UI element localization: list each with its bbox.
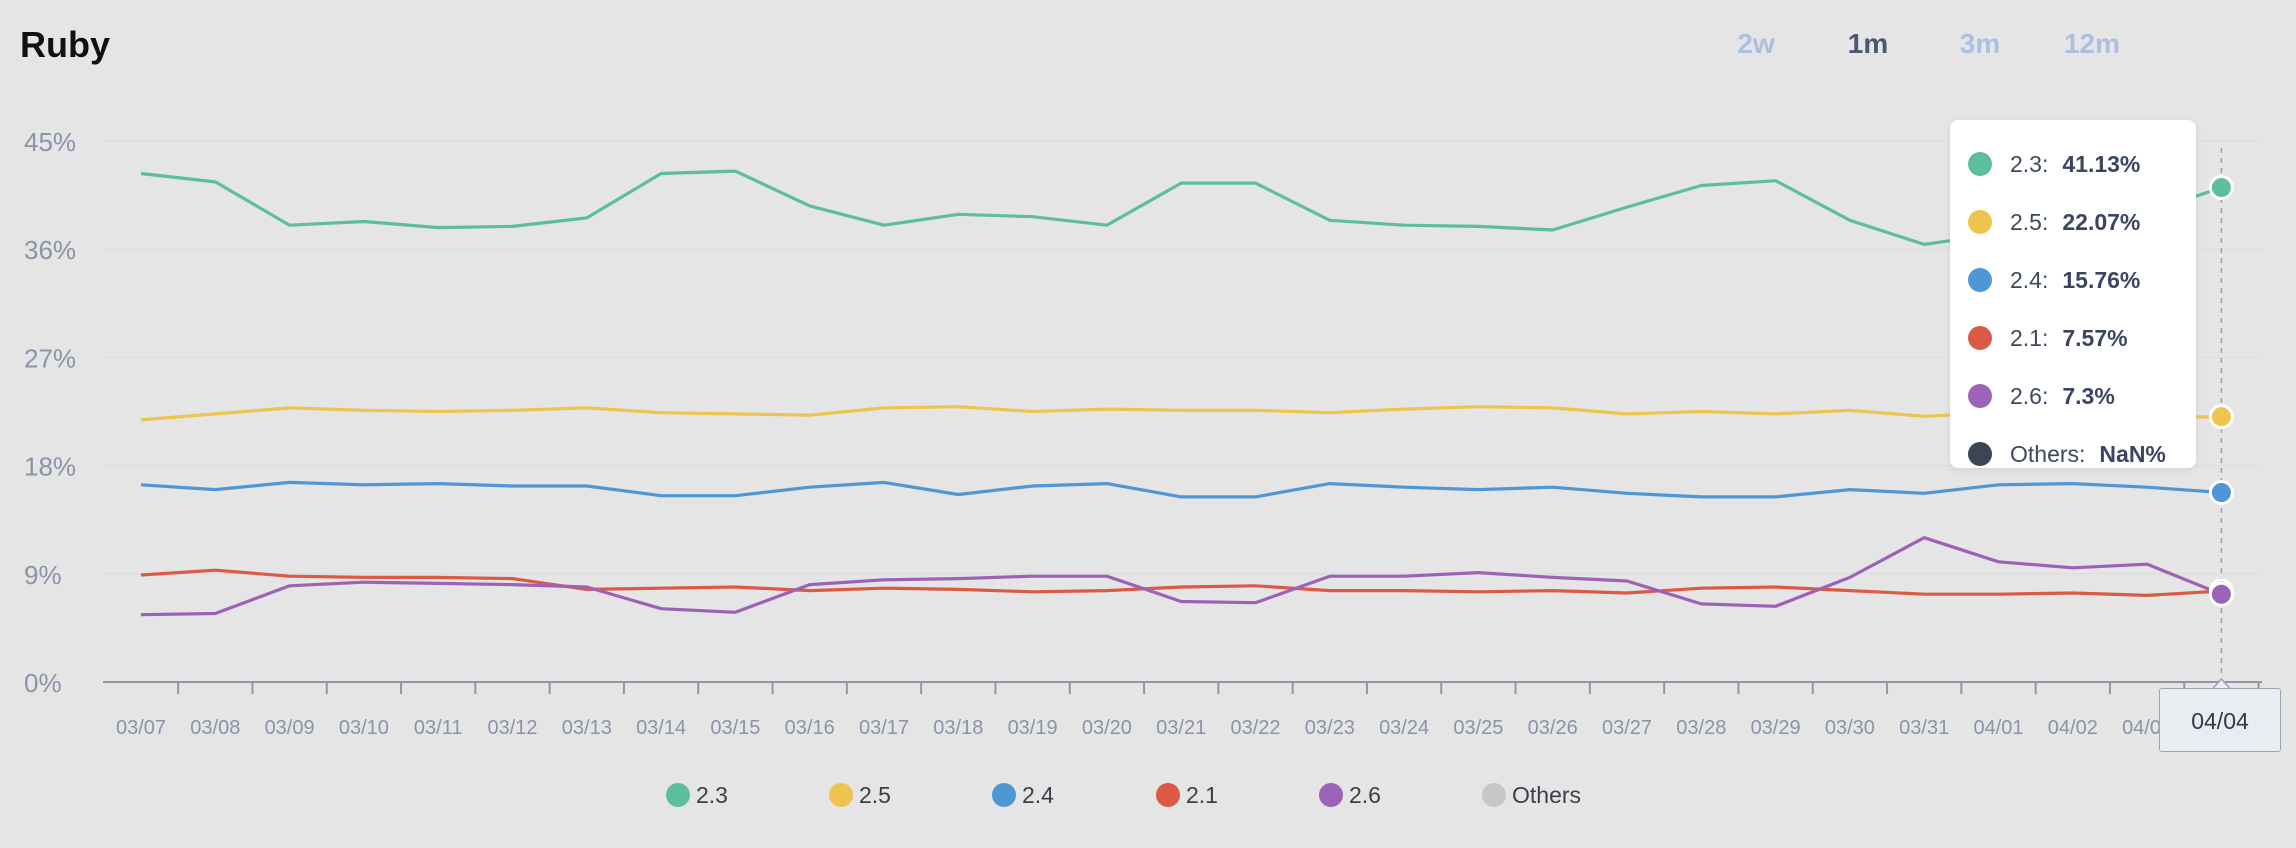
legend-dot-icon [666,783,690,807]
x-tick-label: 03/21 [1156,717,1206,739]
legend-label: 2.6 [1349,781,1381,808]
tooltip-label: 2.6: [2010,382,2049,409]
hover-tooltip: 2.3: 41.13% 2.5: 22.07% 2.4: 15.76% 2.1:… [1950,120,2196,468]
legend-item-others[interactable]: Others [1482,780,1581,810]
hover-point-2.5 [2208,404,2234,430]
legend-label: Others [1512,781,1582,808]
tooltip-value: 7.57% [2062,324,2128,351]
legend-item-2.5[interactable]: 2.5 [829,780,891,810]
x-tick-label: 03/15 [710,717,760,739]
legend-label: 2.4 [1022,781,1054,808]
x-tick-label: 03/08 [190,717,240,739]
legend-label: 2.5 [859,781,891,808]
series-line-2.1 [140,568,2222,598]
x-tick-label: 03/16 [785,717,835,739]
tooltip-label: 2.4: [2010,266,2049,293]
range-tab-2w[interactable]: 2w [1737,28,1775,59]
tooltip-label: 2.5: [2010,208,2049,235]
series-dot-icon [1968,268,1992,292]
tooltip-label: Others: [2010,440,2086,467]
tooltip-value: NaN% [2099,440,2166,467]
tooltip-label: 2.3: [2010,150,2049,177]
x-tick-label: 03/31 [1899,717,1949,739]
x-tick-label: 03/09 [265,717,315,739]
tooltip-row: 2.1: 7.57% [1968,318,2128,358]
x-tick-label: 03/24 [1379,717,1429,739]
tooltip-row: Others: NaN% [1968,434,2166,474]
tooltip-row: 2.6: 7.3% [1968,376,2115,416]
y-tick-label: 18% [24,452,76,482]
legend-item-2.3[interactable]: 2.3 [666,780,728,810]
tooltip-value: 7.3% [2062,382,2115,409]
series-dot-icon [1968,152,1992,176]
x-tick-label: 03/29 [1751,717,1801,739]
page-title: Ruby [20,24,110,65]
tooltip-label: 2.1: [2010,324,2049,351]
y-tick-label: 0% [24,668,62,698]
x-tick-label: 03/12 [487,717,537,739]
tooltip-row: 2.3: 41.13% [1968,144,2140,184]
legend-dot-icon [1482,783,1506,807]
x-tick-label: 03/17 [859,717,909,739]
x-tick-label: 03/23 [1305,717,1355,739]
series-dot-icon [1968,210,1992,234]
range-tab-12m[interactable]: 12m [2063,28,2121,59]
x-tick-label: 03/14 [636,717,686,739]
legend-item-2.6[interactable]: 2.6 [1319,780,1381,810]
series-dot-icon [1968,326,1992,350]
x-tick-label: 03/07 [116,717,166,739]
series-line-2.4 [140,480,2222,499]
x-tick-label: 03/13 [562,717,612,739]
x-tick-label: 03/25 [1453,717,1503,739]
series-line-2.3 [140,169,2222,246]
x-tick-label: 03/10 [339,717,389,739]
tooltip-row: 2.5: 22.07% [1968,202,2140,242]
hover-point-2.3 [2208,175,2234,201]
x-tick-label: 03/27 [1602,717,1652,739]
y-tick-label: 9% [24,560,62,590]
x-tick-label: 03/19 [1008,717,1058,739]
hover-point-2.4 [2208,480,2234,506]
legend-item-2.1[interactable]: 2.1 [1156,780,1218,810]
range-tab-3m[interactable]: 3m [1959,28,2001,59]
tooltip-value: 15.76% [2062,266,2141,293]
series-dot-icon [1968,384,1992,408]
y-tick-label: 27% [24,343,76,373]
range-tabs: 2w 1m 3m 12m [1700,28,2148,60]
tooltip-value: 41.13% [2062,150,2141,177]
legend-item-2.4[interactable]: 2.4 [992,780,1054,810]
x-tick-label: 03/30 [1825,717,1875,739]
series-dot-icon [1968,442,1992,466]
series-line-2.5 [140,405,2222,422]
tooltip-row: 2.4: 15.76% [1968,260,2140,300]
x-tick-label: 03/28 [1676,717,1726,739]
legend-dot-icon [1156,783,1180,807]
legend-dot-icon [992,783,1016,807]
tooltip-value: 22.07% [2062,208,2141,235]
x-tick-label: 03/20 [1082,717,1132,739]
range-tab-1m[interactable]: 1m [1847,28,1889,59]
x-tick-label: 03/26 [1528,717,1578,739]
legend-dot-icon [829,783,853,807]
x-tick-label: 03/22 [1230,717,1280,739]
legend-dot-icon [1319,783,1343,807]
series-line-2.6 [140,536,2222,617]
legend-label: 2.3 [696,781,728,808]
x-tick-label: 04/02 [2048,717,2098,739]
x-tick-label: 03/11 [414,717,463,739]
legend-label: 2.1 [1186,781,1218,808]
x-tick-label: 04/01 [1973,717,2023,739]
y-tick-label: 36% [24,235,76,265]
y-tick-label: 45% [24,127,76,157]
x-tick-label: 03/18 [933,717,983,739]
hover-x-label: 04/04 [2159,688,2281,752]
hover-point-2.6 [2208,581,2234,607]
